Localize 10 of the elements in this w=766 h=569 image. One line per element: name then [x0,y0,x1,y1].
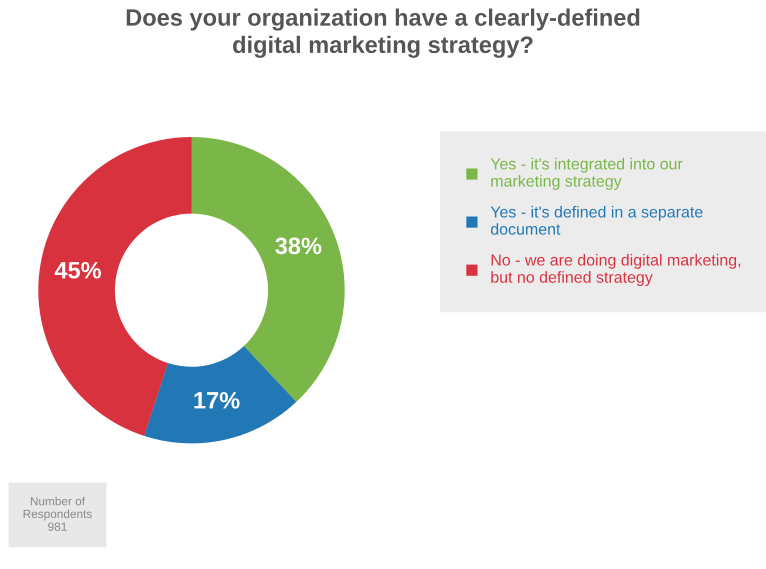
chart-title: Does your organization have a clearly-defined digital marketing strategy? [126,8,640,58]
legend-label: Yes - it's integrated into our marketing strategy [490,158,682,190]
data-label: 45% [54,262,102,279]
data-label: 38% [275,238,322,254]
legend-label: No - we are doing digital marketing, but no defined strategy [491,254,740,286]
text: Number of Respondents 981 [24,496,92,531]
data-label: 17% [194,392,240,409]
donut-slice [38,136,192,436]
legend-label: Yes - it's defined in a separate document [490,206,702,235]
donut-slice [144,346,296,444]
